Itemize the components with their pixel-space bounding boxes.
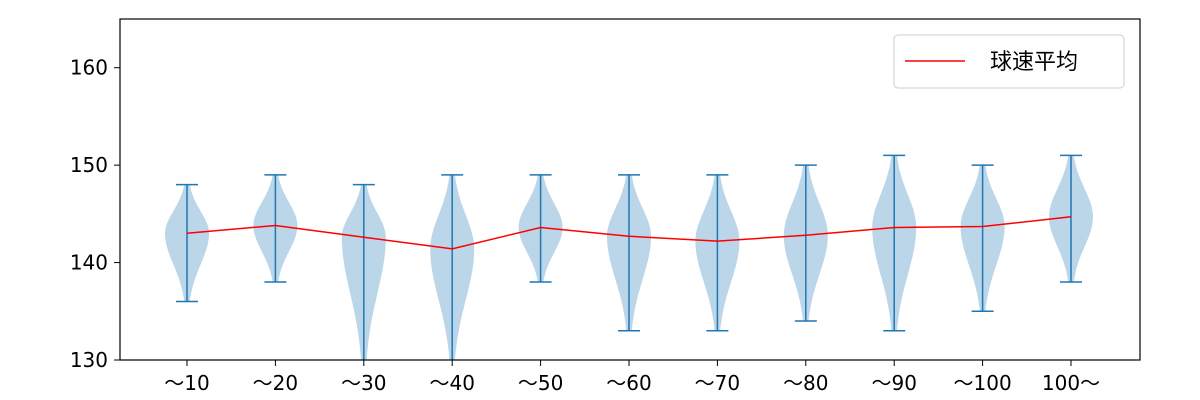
x-tick-label: 〜20 bbox=[253, 371, 298, 395]
y-axis: 130 140 150 160 bbox=[70, 56, 120, 372]
violin-group bbox=[341, 183, 386, 360]
violin-group bbox=[783, 164, 828, 322]
legend-label: 球速平均 bbox=[990, 50, 1078, 75]
x-tick-label: 〜40 bbox=[429, 371, 474, 395]
plot-frame bbox=[119, 18, 1141, 361]
x-axis: 〜10 〜20 〜30 〜40 〜50 〜60 〜70 〜80 〜90 〜100 100〜 bbox=[164, 360, 1100, 395]
violin-group bbox=[518, 174, 563, 283]
y-tick-label: 150 bbox=[70, 153, 108, 177]
y-tick-label: 160 bbox=[70, 56, 108, 80]
x-tick-label: 〜60 bbox=[606, 371, 651, 395]
x-tick-label: 100〜 bbox=[1042, 371, 1100, 395]
violin-group bbox=[960, 164, 1005, 313]
violin-group bbox=[253, 174, 298, 283]
violin-group bbox=[430, 174, 475, 360]
violin-layer bbox=[165, 154, 1093, 360]
violin-group bbox=[607, 174, 651, 332]
y-tick-label: 130 bbox=[70, 348, 108, 372]
x-tick-label: 〜100 bbox=[954, 371, 1012, 395]
mean-line-layer bbox=[186, 216, 1072, 250]
violin-group bbox=[695, 174, 740, 332]
x-tick-label: 〜80 bbox=[783, 371, 828, 395]
x-tick-label: 〜30 bbox=[341, 371, 386, 395]
y-tick-label: 140 bbox=[70, 251, 108, 275]
legend-box bbox=[893, 34, 1125, 89]
x-tick-label: 〜10 bbox=[164, 371, 209, 395]
legend: 球速平均 bbox=[893, 34, 1125, 89]
violin-group bbox=[165, 183, 209, 303]
violin-group bbox=[1049, 154, 1093, 283]
mean-line bbox=[186, 216, 1072, 250]
x-tick-label: 〜70 bbox=[695, 371, 740, 395]
x-tick-label: 〜50 bbox=[518, 371, 563, 395]
x-tick-label: 〜90 bbox=[871, 371, 916, 395]
violin-group bbox=[872, 154, 917, 332]
